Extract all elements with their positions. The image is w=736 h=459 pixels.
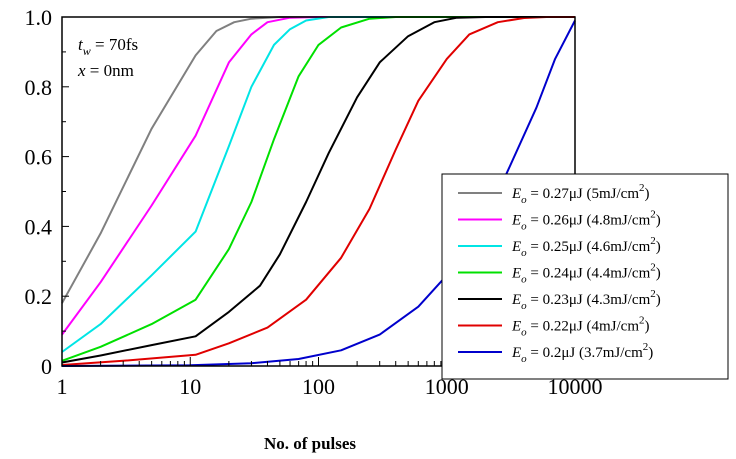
legend-label: Eo = 0.27μJ (5mJ/cm2) (511, 182, 650, 206)
axes: 00.20.40.60.81.01 10 100 1000 10000 (25, 5, 603, 399)
series-line-4 (61, 16, 575, 362)
legend-entry-6: Eo = 0.22μJ (4mJ/cm2) (458, 315, 650, 339)
y-tick-label: 0.4 (25, 214, 53, 239)
legend-entry-3: Eo = 0.25μJ (4.6mJ/cm2) (458, 235, 661, 259)
y-tick-label: 0 (41, 354, 52, 379)
legend-label: Eo = 0.24μJ (4.4mJ/cm2) (511, 262, 661, 286)
legend-label: Eo = 0.26μJ (4.8mJ/cm2) (511, 209, 661, 233)
legend-label: Eo = 0.22μJ (4mJ/cm2) (511, 315, 650, 339)
legend: Eo = 0.27μJ (5mJ/cm2) Eo = 0.26μJ (4.8mJ/… (441, 173, 729, 380)
annotation-position: x = 0nm (77, 61, 134, 80)
legend-box (441, 173, 729, 380)
y-tick-label: 0.8 (25, 75, 53, 100)
legend-label: Eo = 0.23μJ (4.3mJ/cm2) (511, 288, 661, 312)
y-tick-label: 1.0 (25, 5, 53, 30)
annotation-pulse-duration: tw = 70fs (78, 35, 138, 58)
legend-entry-5: Eo = 0.23μJ (4.3mJ/cm2) (458, 288, 661, 312)
x-tick-label: 100 (302, 374, 335, 399)
legend-entry-7: Eo = 0.2μJ (3.7mJ/cm2) (458, 341, 653, 365)
y-tick-label: 0.6 (25, 145, 53, 170)
legend-label: Eo = 0.25μJ (4.6mJ/cm2) (511, 235, 661, 259)
series-line-3 (61, 16, 575, 353)
x-tick-label: 10 (179, 374, 201, 399)
legend-label: Eo = 0.2μJ (3.7mJ/cm2) (511, 341, 653, 365)
series-line-5 (61, 16, 575, 364)
x-tick-label: 1 (57, 374, 68, 399)
x-axis-label: No. of pulses (264, 434, 356, 453)
legend-entry-2: Eo = 0.26μJ (4.8mJ/cm2) (458, 209, 661, 233)
series-line-6 (61, 16, 575, 366)
legend-entry-4: Eo = 0.24μJ (4.4mJ/cm2) (458, 262, 661, 286)
y-tick-label: 0.2 (25, 284, 53, 309)
legend-entry-1: Eo = 0.27μJ (5mJ/cm2) (458, 182, 650, 206)
